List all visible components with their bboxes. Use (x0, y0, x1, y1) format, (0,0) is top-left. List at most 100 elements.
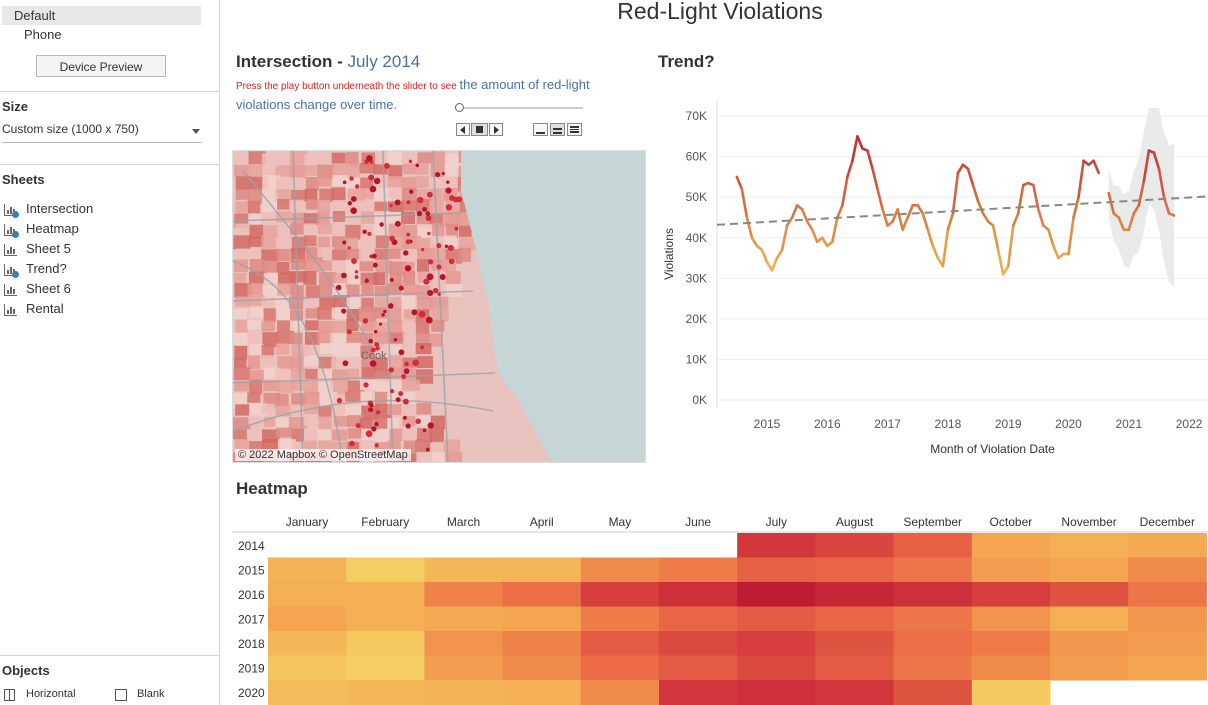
map-tract (261, 235, 279, 249)
map-tract (262, 175, 281, 189)
speed-slow-button[interactable] (533, 123, 548, 136)
map-tract (430, 188, 443, 202)
camera-point (446, 180, 450, 184)
map-tract (374, 441, 393, 453)
check-icon (12, 231, 19, 238)
camera-point (445, 187, 452, 194)
intersection-month: July 2014 (347, 52, 421, 71)
map-tract (415, 176, 429, 189)
stop-button[interactable] (471, 123, 488, 136)
heat-cell (659, 606, 738, 632)
speed-fast-button[interactable] (567, 123, 582, 136)
map-road (432, 151, 449, 462)
map-tract (403, 151, 419, 165)
trend-chart[interactable]: 0K 10K 20K 30K 40K 50K 60K 70K 2015 2016 2017 2018 2… (655, 90, 1208, 470)
column-header: February (361, 515, 409, 529)
map-tract (304, 391, 320, 405)
camera-point (433, 287, 439, 294)
heat-cell (424, 557, 504, 583)
camera-point (342, 360, 349, 367)
camera-point (390, 389, 395, 394)
page-slider-thumb[interactable] (455, 103, 464, 112)
map-tract (331, 429, 347, 441)
step-forward-button[interactable] (489, 123, 503, 136)
camera-point (373, 329, 378, 334)
heatmap-title: Heatmap (236, 479, 308, 498)
device-preview-button[interactable]: Device Preview (36, 55, 166, 77)
map-tract (360, 211, 375, 224)
map-tract (276, 177, 293, 190)
column-header: July (766, 515, 787, 529)
heat-cell (737, 582, 816, 607)
column-header: June (685, 515, 711, 529)
camera-point (364, 278, 369, 283)
map-tract (346, 163, 360, 178)
map-tract (263, 380, 280, 392)
map-tract (331, 223, 348, 235)
map-tract (346, 152, 359, 167)
column-header: January (286, 515, 329, 529)
map-tract (387, 404, 403, 415)
heat-cell (893, 582, 973, 607)
map-tract (303, 165, 317, 176)
heat-cell (424, 606, 504, 632)
series-segment (810, 228, 819, 244)
camera-point (374, 443, 379, 448)
speed-medium-button[interactable] (550, 123, 565, 136)
series-segment (906, 204, 915, 219)
camera-point (427, 191, 433, 198)
device-phone[interactable]: Phone (24, 27, 62, 42)
map-tract (318, 416, 332, 430)
page-slider-track[interactable] (459, 107, 583, 109)
heat-cell (502, 557, 582, 583)
map-tract (402, 379, 420, 391)
camera-point (393, 338, 398, 342)
map-tract (346, 332, 361, 343)
camera-point (355, 423, 361, 429)
series-segment (1047, 228, 1055, 248)
map-tract (417, 247, 436, 261)
map-tract (303, 440, 317, 451)
step-back-button[interactable] (456, 123, 470, 136)
intersection-map[interactable]: Cook © 2022 Mapbox © OpenStreetMap (232, 150, 646, 463)
map-tract (319, 260, 333, 271)
map-tract (387, 151, 402, 165)
map-tract (373, 272, 386, 286)
heatmap-chart[interactable]: January February March April May June July Augu… (232, 508, 1208, 705)
camera-point (403, 368, 410, 375)
map-tract (234, 357, 247, 368)
map-tract (388, 223, 406, 238)
x-tick-label: 2022 (1176, 417, 1203, 431)
map-tract (233, 429, 247, 440)
camera-point (375, 346, 380, 351)
map-tract (261, 153, 278, 164)
camera-point (347, 201, 353, 206)
camera-point (369, 360, 377, 367)
series-segment (1107, 191, 1116, 215)
instruction-blue: the amount of red-light violations chang… (236, 77, 590, 112)
map-tract (249, 379, 263, 395)
camera-point (388, 303, 394, 309)
map-tract (262, 332, 280, 348)
chevron-down-icon (192, 129, 200, 134)
camera-point (417, 196, 424, 204)
size-dropdown[interactable]: Custom size (1000 x 750) (2, 122, 202, 143)
camera-point (383, 162, 390, 169)
map-tract (317, 429, 331, 440)
map-tract (429, 333, 443, 347)
trend-title: Trend? (658, 52, 715, 71)
map-tract (387, 417, 400, 430)
camera-point (379, 222, 384, 227)
series-segment (770, 256, 779, 272)
row-label: 2017 (238, 613, 265, 627)
map-tract (375, 176, 389, 188)
heat-cell (737, 533, 816, 558)
camera-point (415, 163, 420, 168)
camera-point (389, 277, 394, 282)
map-tract (275, 368, 291, 379)
map-tract (389, 355, 403, 370)
map-tract (416, 297, 433, 311)
map-tract (387, 283, 402, 294)
device-default[interactable]: Default (2, 6, 201, 25)
heat-cell (893, 655, 973, 681)
